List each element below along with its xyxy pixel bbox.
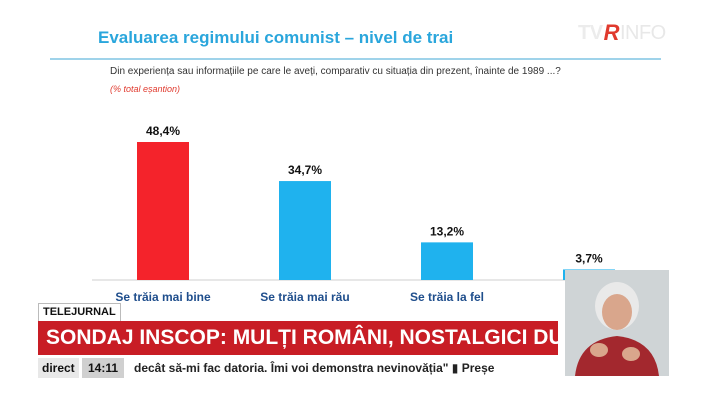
news-crawl: decât să-mi fac datoria. Îmi voi demonst…: [134, 361, 495, 375]
news-headline: SONDAJ INSCOP: MULȚI ROMÂNI, NOSTALGICI …: [38, 321, 558, 355]
value-label-4: 3,7%: [575, 251, 603, 265]
sign-language-interpreter: [565, 270, 669, 376]
value-label-1: 48,4%: [146, 124, 180, 138]
live-badge: direct: [38, 358, 79, 378]
bar-2: [279, 181, 331, 280]
ticker-bar: [0, 358, 560, 378]
logo-r: R: [603, 20, 620, 45]
sample-note: (% total eșantion): [110, 84, 181, 94]
bar-1: [137, 142, 189, 280]
logo-info: INFO: [619, 21, 666, 44]
logo-tv: TV: [578, 21, 603, 44]
category-label-3: Se trăia la fel: [410, 290, 484, 304]
survey-question: Din experiența sau informațiile pe care …: [110, 66, 561, 77]
title-divider: [50, 58, 661, 60]
category-label-2: Se trăia mai rău: [260, 290, 349, 304]
clock: 14:11: [82, 358, 125, 378]
tvr-info-logo: TV R INFO: [578, 20, 666, 46]
bar-3: [421, 242, 473, 280]
value-label-2: 34,7%: [288, 163, 322, 177]
chart-title: Evaluarea regimului comunist – nivel de …: [98, 28, 454, 47]
category-label-1: Se trăia mai bine: [115, 290, 211, 304]
value-label-3: 13,2%: [430, 224, 464, 238]
program-tag: TELEJURNAL: [38, 303, 121, 322]
